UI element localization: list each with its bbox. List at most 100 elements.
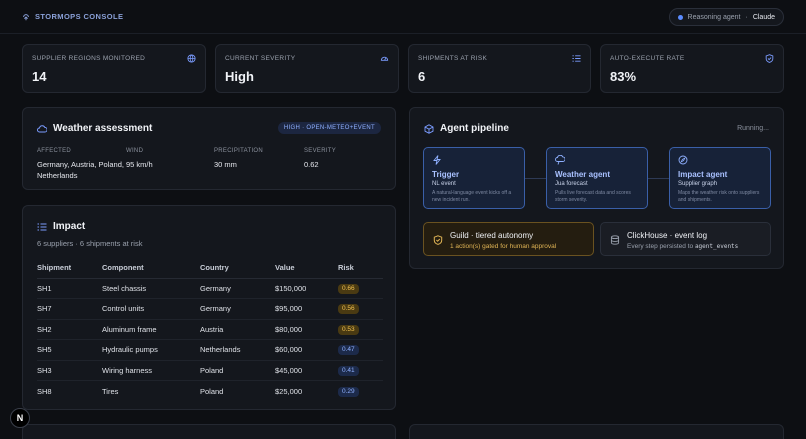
cell-risk: 0.66: [338, 278, 383, 299]
step-description: Maps the weather risk onto suppliers and…: [678, 190, 760, 203]
top-bar: STORMOPS CONSOLE Reasoning agent · Claud…: [0, 0, 806, 34]
impact-subtitle: 6 suppliers · 6 shipments at risk: [37, 239, 143, 248]
cell-risk: 0.56: [338, 298, 383, 320]
bottom-left-card: [22, 424, 396, 439]
cell-risk: 0.41: [338, 360, 383, 381]
cell-value: $150,000: [275, 278, 338, 299]
status-dot-icon: [677, 14, 683, 20]
severity-field: SEVERITY 0.62: [304, 148, 337, 169]
cell-value: $60,000: [275, 339, 338, 361]
table-row[interactable]: SH3 Wiring harness Poland $45,000 0.41: [37, 360, 383, 381]
risk-badge: 0.41: [338, 365, 359, 376]
table-row[interactable]: SH8 Tires Poland $25,000 0.29: [37, 381, 383, 402]
cell-risk: 0.47: [338, 339, 383, 361]
table-row[interactable]: SH1 Steel chassis Germany $150,000 0.66: [37, 278, 383, 299]
cell-shipment: SH1: [37, 278, 102, 299]
stat-label: SUPPLIER REGIONS MONITORED: [32, 55, 146, 62]
step-connector: [648, 178, 669, 179]
stat-shipments: SHIPMENTS AT RISK 6: [408, 44, 591, 93]
step-subtitle: NL event: [432, 181, 456, 187]
step-description: Pulls live forecast data and scores stor…: [555, 190, 631, 203]
shield-check-icon: [433, 235, 443, 245]
affected-field: AFFECTED Germany, Austria, Poland, Nethe…: [37, 148, 124, 180]
compass-icon: [678, 155, 688, 165]
cell-value: $45,000: [275, 360, 338, 381]
step-subtitle: Supplier graph: [678, 181, 718, 187]
step-impact-agent[interactable]: Impact agent Supplier graph Maps the wea…: [669, 147, 771, 209]
precipitation-field: PRECIPITATION 30 mm: [214, 148, 264, 169]
cell-component: Control units: [102, 298, 200, 320]
cell-shipment: SH3: [37, 360, 102, 381]
guild-title: Guild · tiered autonomy: [450, 231, 534, 240]
step-trigger[interactable]: Trigger NL event A natural-language even…: [423, 147, 525, 209]
risk-badge: 0.29: [338, 386, 359, 397]
cell-component: Tires: [102, 386, 119, 396]
clickhouse-title: ClickHouse · event log: [627, 231, 708, 240]
table-row[interactable]: SH2 Aluminum frame Austria $80,000 0.53: [37, 319, 383, 340]
cloud-icon: [555, 155, 565, 165]
column-header: Country: [200, 258, 275, 279]
clickhouse-log-panel[interactable]: ClickHouse · event log Every step persis…: [600, 222, 771, 256]
risk-badge: 0.66: [338, 283, 359, 294]
agent-model: Claude: [752, 13, 775, 21]
cell-country: Netherlands: [200, 339, 275, 361]
stat-value: 6: [418, 69, 426, 84]
table-header-row: Shipment Component Country Value Risk: [37, 258, 383, 279]
cloud-icon: [37, 124, 47, 132]
table-name: agent_events: [694, 243, 739, 250]
cell-shipment: SH2: [37, 319, 102, 340]
agent-separator: ·: [745, 13, 748, 21]
step-title: Impact agent: [678, 170, 728, 179]
pipeline-status: Running...: [737, 125, 769, 132]
cell-shipment: SH5: [37, 339, 102, 361]
column-header: Shipment: [37, 258, 102, 279]
stat-regions: SUPPLIER REGIONS MONITORED 14: [22, 44, 206, 93]
cell-risk: 0.53: [338, 319, 383, 340]
cell-shipment: SH8: [37, 386, 52, 396]
cell-component: Aluminum frame: [102, 319, 200, 340]
list-icon: [37, 223, 47, 230]
pipeline-title: Agent pipeline: [424, 123, 509, 134]
column-header: Risk: [338, 258, 383, 279]
cell-country: Poland: [200, 360, 275, 381]
stat-label: CURRENT SEVERITY: [225, 55, 296, 62]
bottom-right-card: [409, 424, 784, 439]
stat-value: 14: [32, 69, 47, 84]
stat-severity: CURRENT SEVERITY High: [215, 44, 399, 93]
stat-value: 83%: [610, 69, 637, 84]
cell-country: Germany: [200, 278, 275, 299]
globe-icon: [187, 54, 196, 63]
impact-card: Impact 6 suppliers · 6 shipments at risk…: [22, 205, 396, 410]
list-icon: [572, 55, 581, 62]
cell-component: Wiring harness: [102, 360, 200, 381]
agent-pipeline-card: Agent pipeline Running... Trigger NL eve…: [409, 107, 784, 269]
weather-title: Weather assessment: [37, 123, 152, 134]
table-row[interactable]: SH7 Control units Germany $95,000 0.56: [37, 298, 383, 320]
impact-title: Impact: [37, 221, 85, 232]
nextjs-dev-badge[interactable]: N: [10, 408, 30, 428]
column-header: Value: [275, 258, 338, 279]
gauge-icon: [380, 56, 389, 61]
agent-label: Reasoning agent: [687, 13, 741, 21]
guild-autonomy-panel[interactable]: Guild · tiered autonomy 1 action(s) gate…: [423, 222, 594, 256]
wind-field: WIND 95 km/h: [126, 148, 153, 169]
risk-badge: 0.53: [338, 324, 359, 335]
brand: STORMOPS CONSOLE: [22, 12, 123, 21]
database-icon: [610, 235, 620, 245]
agent-status-pill[interactable]: Reasoning agent · Claude: [668, 8, 784, 26]
shield-check-icon: [765, 54, 774, 63]
cell-shipment: SH7: [37, 298, 102, 320]
table-row[interactable]: SH5 Hydraulic pumps Netherlands $60,000 0.47: [37, 339, 383, 361]
step-title: Weather agent: [555, 170, 610, 179]
cell-country: Austria: [200, 319, 275, 340]
step-connector: [525, 178, 546, 179]
cell-country: Germany: [200, 298, 275, 320]
step-description: A natural-language event kicks off a new…: [432, 190, 512, 203]
step-title: Trigger: [432, 170, 460, 179]
impact-table: Shipment Component Country Value Risk SH…: [37, 258, 383, 401]
weather-assessment-card: Weather assessment HIGH · OPEN-METEO+EVE…: [22, 107, 396, 190]
cell-country: Poland: [200, 386, 224, 396]
stat-value: High: [225, 69, 254, 84]
step-weather-agent[interactable]: Weather agent Jua forecast Pulls live fo…: [546, 147, 648, 209]
cell-value: $25,000: [275, 386, 303, 396]
